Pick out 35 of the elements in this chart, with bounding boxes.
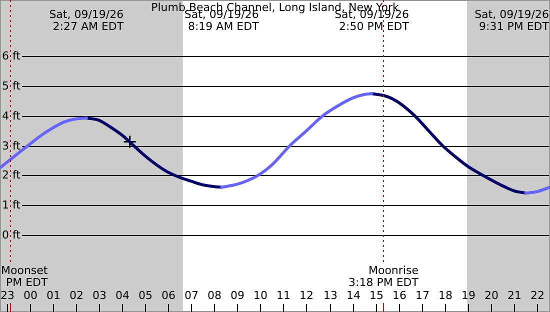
x-tick-label: 18 xyxy=(438,288,452,302)
annotation: Sat, 09/19/26 2:27 AM EDT xyxy=(49,8,124,33)
x-tick-label: 14 xyxy=(346,288,360,302)
x-tick-label: 09 xyxy=(230,288,244,302)
x-tick-label: 03 xyxy=(92,288,106,302)
x-tick-label: 16 xyxy=(392,288,406,302)
x-tick-label: 20 xyxy=(484,288,498,302)
ref-line-label: Moonrise 3:18 PM EDT xyxy=(348,264,419,289)
y-tick-label: 1 ft xyxy=(2,198,22,212)
x-tick-label: 21 xyxy=(508,288,522,302)
y-tick-label: 5 ft xyxy=(2,79,22,92)
x-tick-label: 19 xyxy=(462,288,476,302)
y-tick-label: 4 ft xyxy=(2,109,22,122)
x-tick-label: 04 xyxy=(116,288,130,302)
x-tick-label: 22 xyxy=(530,288,544,302)
x-tick-label: 07 xyxy=(184,288,198,302)
x-tick-label: 23 xyxy=(0,288,14,302)
x-tick-label: 15 xyxy=(370,288,384,302)
annotation: Sat, 09/19/26 9:31 PM EDT xyxy=(474,8,550,33)
x-tick-label: 17 xyxy=(416,288,430,302)
x-tick-label: 02 xyxy=(70,288,84,302)
y-tick-label: 0 ft xyxy=(2,228,22,242)
y-tick-label: 2 ft xyxy=(2,168,22,182)
x-tick-label: 01 xyxy=(46,288,60,302)
ref-line-label: Moonset PM EDT xyxy=(1,264,48,289)
y-tick-label: 3 ft xyxy=(2,139,22,152)
x-tick-label: 00 xyxy=(24,288,38,302)
x-tick-label: 06 xyxy=(162,288,176,302)
x-tick-label: 13 xyxy=(324,288,338,302)
x-tick-label: 05 xyxy=(138,288,152,302)
y-tick-label: 6 ft xyxy=(2,49,22,62)
x-tick-label: 11 xyxy=(276,288,290,302)
x-tick-label: 12 xyxy=(300,288,314,302)
x-tick-label: 08 xyxy=(208,288,222,302)
x-tick-label: 10 xyxy=(254,288,268,302)
